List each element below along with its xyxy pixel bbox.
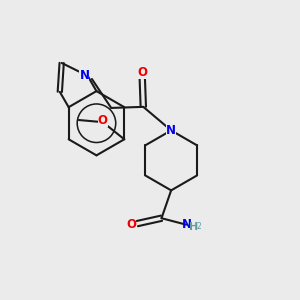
Text: H: H xyxy=(189,222,198,232)
Text: N: N xyxy=(182,218,192,231)
Text: O: O xyxy=(98,114,108,127)
Text: 2: 2 xyxy=(196,222,201,231)
Text: N: N xyxy=(166,124,176,137)
Text: N: N xyxy=(80,69,89,82)
Text: O: O xyxy=(137,66,147,79)
Text: O: O xyxy=(126,218,136,231)
